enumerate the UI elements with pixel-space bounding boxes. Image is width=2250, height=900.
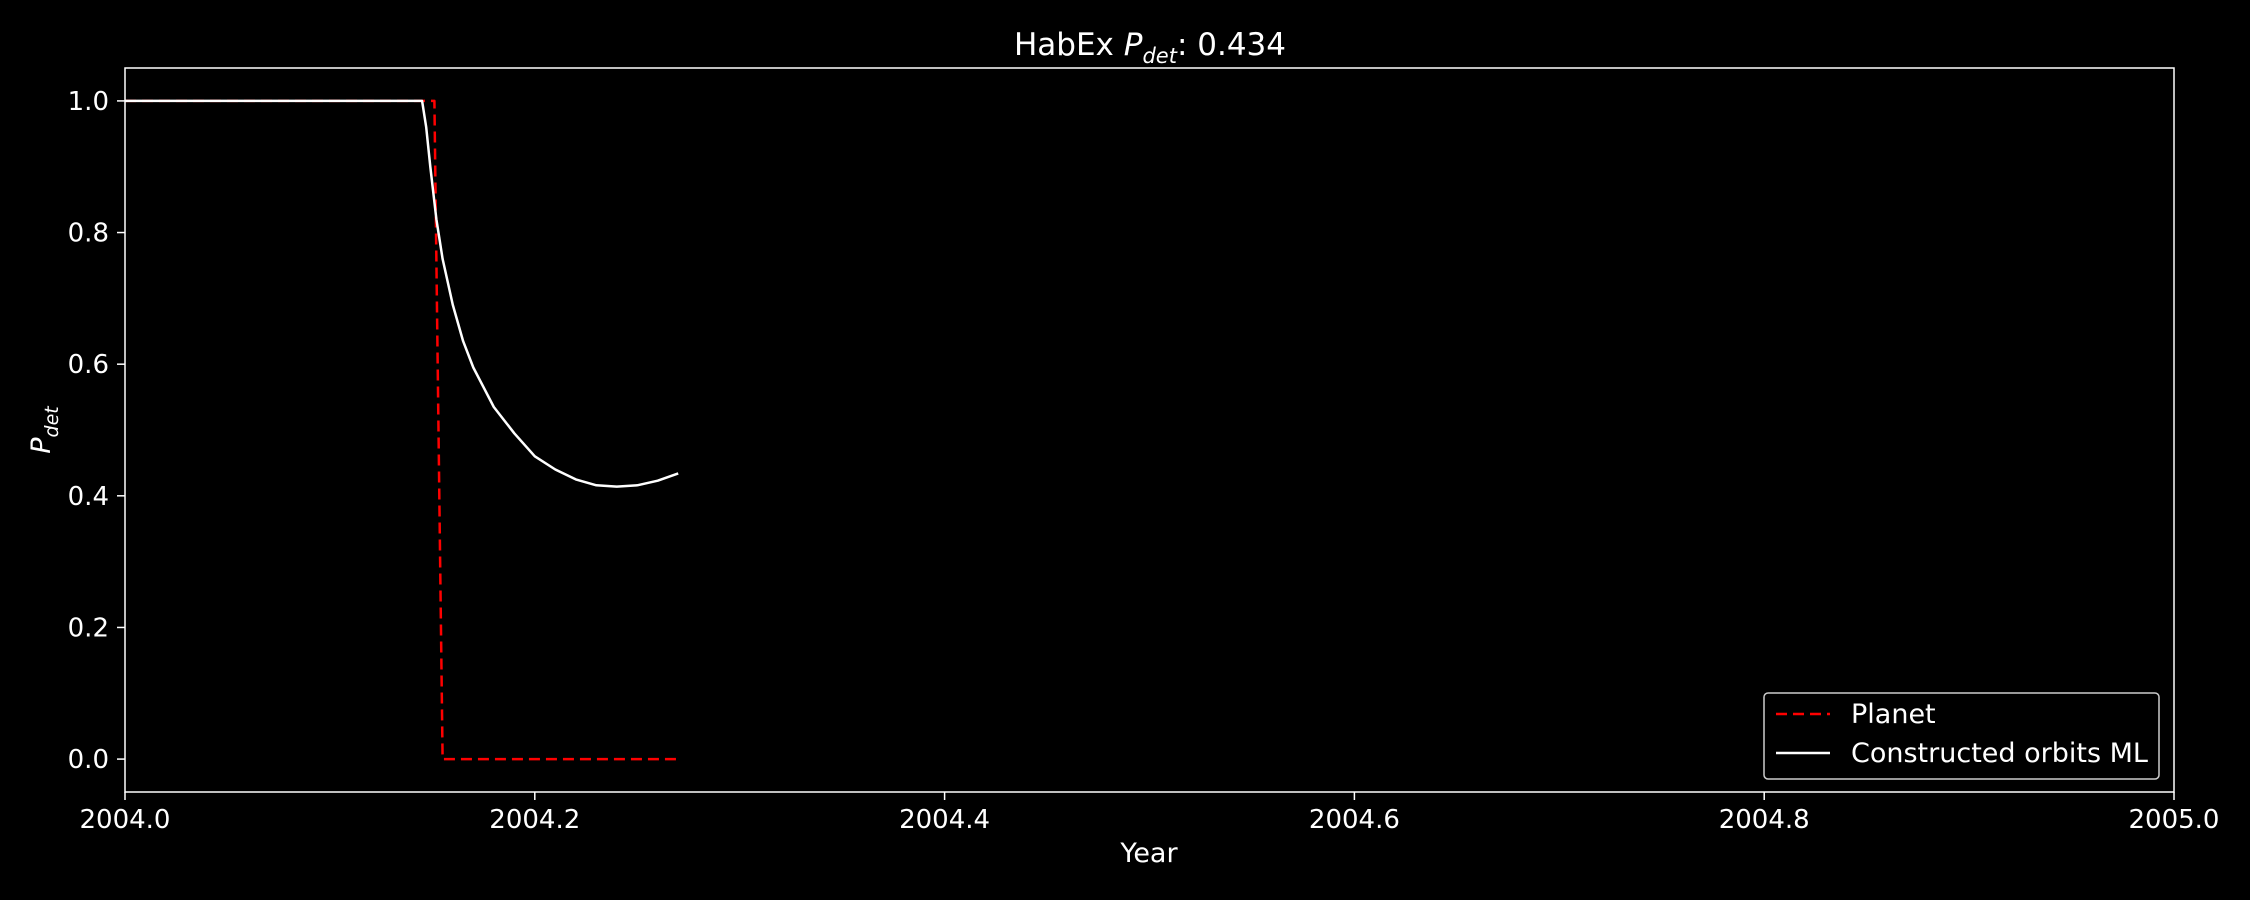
legend-label-constructed-orbits-ml: Constructed orbits ML [1851,738,2148,769]
y-tick-label: 0.2 [68,613,109,643]
legend: Planet Constructed orbits ML [1763,692,2160,780]
y-tick-label: 0.6 [68,350,109,380]
x-axis: 2004.0 2004.2 2004.4 2004.6 2004.8 2005.0 [80,792,2220,835]
x-tick-label: 2004.2 [489,805,580,835]
axes-frame [124,67,2175,793]
x-tick-label: 2004.4 [899,805,990,835]
y-tick-label: 1.0 [68,87,109,117]
y-tick-label: 0.0 [68,745,109,775]
x-tick-label: 2004.8 [1719,805,1810,835]
x-tick-label: 2005.0 [2129,805,2220,835]
series-line-constructed-orbits-ml [125,99,679,488]
legend-label-planet: Planet [1851,699,1936,730]
y-axis: 0.0 0.2 0.4 0.6 0.8 1.0 [68,87,125,775]
legend-box [1763,692,2160,780]
chart-title: HabEx Pdet: 0.434 [1014,27,1286,68]
y-axis-label: Pdet [26,405,63,454]
x-tick-label: 2004.0 [80,805,171,835]
y-tick-label: 0.4 [68,482,109,512]
series-group [125,99,679,761]
y-tick-label: 0.8 [68,219,109,249]
x-tick-label: 2004.6 [1309,805,1400,835]
x-axis-label: Year [1119,838,1178,869]
